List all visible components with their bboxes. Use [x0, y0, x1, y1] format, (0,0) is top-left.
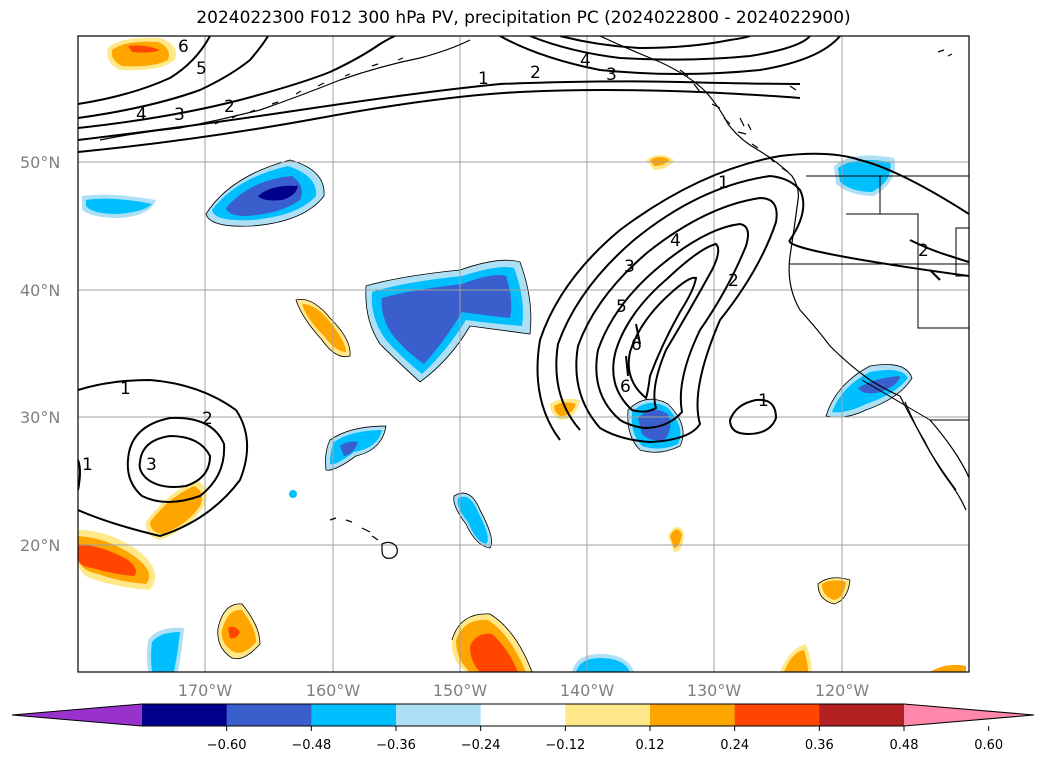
lat-label: 20°N [20, 536, 60, 555]
contour-label: 5 [616, 297, 627, 317]
contour-label: 3 [146, 455, 157, 475]
contour-label: 4 [580, 51, 591, 71]
colorbar-tick-label: 0.12 [636, 738, 665, 753]
lat-label: 50°N [20, 153, 60, 172]
contour-label: 1 [120, 379, 131, 399]
contour-label: 6 [620, 377, 631, 397]
map-area [78, 36, 969, 672]
lon-label: 140°W [560, 681, 615, 700]
lon-label: 120°W [815, 681, 870, 700]
contour-label: 2 [728, 271, 739, 291]
coastlines [99, 36, 969, 559]
colorbar-tick-label: 0.48 [890, 738, 919, 753]
lon-label: 150°W [433, 681, 488, 700]
lat-label: 30°N [20, 408, 60, 427]
colorbar-segment [396, 704, 482, 726]
colorbar-tick-label: −0.60 [207, 738, 247, 753]
colorbar-segment [734, 704, 820, 726]
contour-label: 2 [918, 241, 929, 261]
lon-label: 130°W [687, 681, 742, 700]
contour-label: 2 [530, 63, 541, 83]
lat-label: 40°N [20, 281, 60, 300]
contour-label: 1 [82, 455, 93, 475]
colorbar-segment [565, 704, 651, 726]
colorbar-tick-label: −0.36 [376, 738, 416, 753]
colorbar-tick-label: −0.48 [291, 738, 331, 753]
contour-label: 5 [196, 59, 207, 79]
contour-labels: 6 5 4 3 2 1 2 4 3 1 4 3 2 5 6 6 1 2 3 1 … [82, 37, 929, 475]
precip-fills [78, 37, 966, 672]
contour-label: 1 [718, 173, 729, 193]
colorbar-segment [819, 704, 905, 726]
contour-label: 3 [624, 257, 635, 277]
colorbar-tick-label: 0.24 [720, 738, 749, 753]
colorbar-extension-low [12, 704, 142, 726]
political-borders [790, 175, 969, 421]
pv-contours [78, 36, 969, 538]
colorbar-segment [480, 704, 566, 726]
colorbar-tick-label: 0.60 [974, 738, 1003, 753]
contour-label: 3 [606, 65, 617, 85]
contour-label: 1 [478, 69, 489, 89]
colorbar-segment [226, 704, 312, 726]
colorbar-tick-label: −0.12 [545, 738, 585, 753]
lon-label: 170°W [178, 681, 233, 700]
contour-label: 4 [136, 105, 147, 125]
colorbar-tick-label: 0.36 [805, 738, 834, 753]
colorbar-outline [11, 703, 1035, 727]
contour-label: 4 [670, 231, 681, 251]
colorbar-tick-label: −0.24 [461, 738, 501, 753]
contour-label: 2 [202, 409, 213, 429]
colorbar: −0.60 −0.48 −0.36 −0.24 −0.12 0.12 0.24 0.36 0.4… [11, 703, 1035, 753]
contour-label: 1 [758, 391, 769, 411]
contour-label: 6 [178, 37, 189, 57]
latitude-labels: 50°N 40°N 30°N 20°N [20, 153, 60, 555]
colorbar-segment [650, 704, 736, 726]
colorbar-segment [311, 704, 397, 726]
colorbar-extension-high [904, 704, 1034, 726]
lon-label: 160°W [306, 681, 361, 700]
contour-label: 3 [174, 105, 185, 125]
figure-title: 2024022300 F012 300 hPa PV, precipitatio… [196, 8, 851, 28]
colorbar-segment [142, 704, 228, 726]
contour-label: 6 [631, 335, 642, 355]
graticule [78, 36, 969, 672]
contour-label: 2 [224, 97, 235, 117]
map-frame [77, 35, 970, 673]
longitude-labels: 170°W 160°W 150°W 140°W 130°W 120°W [178, 681, 870, 700]
